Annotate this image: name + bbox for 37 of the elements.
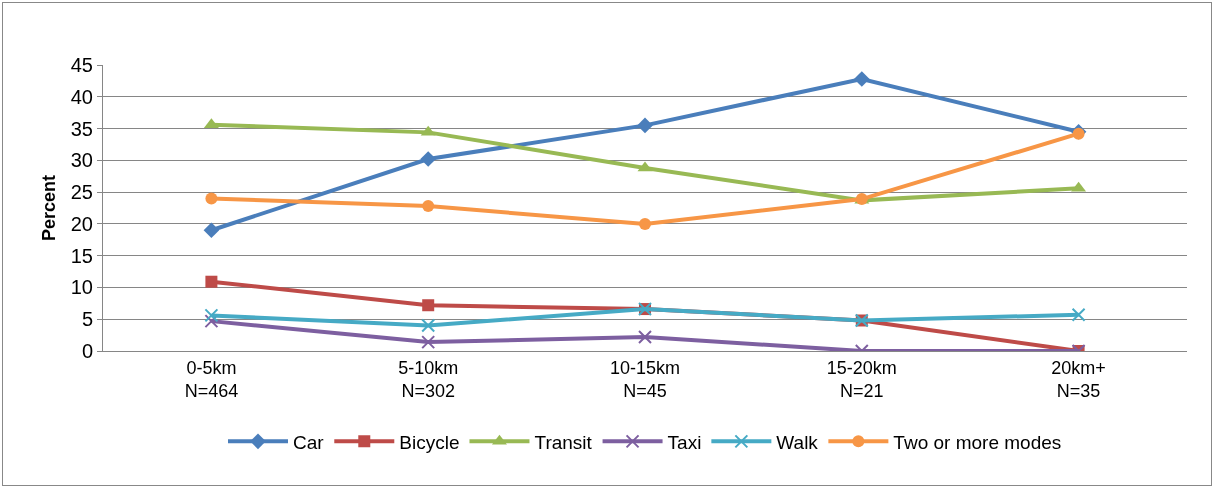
y-tick-label: 30: [70, 149, 93, 172]
legend-label: Taxi: [667, 431, 702, 453]
point: [203, 222, 220, 239]
y-tick-label: 45: [70, 54, 93, 76]
point: [422, 299, 435, 312]
y-tick-label: 0: [81, 340, 93, 362]
point: [204, 308, 219, 323]
legend-label: Car: [293, 431, 325, 453]
y-tick-label: 40: [70, 85, 93, 108]
y-tick-label: 5: [81, 308, 93, 331]
y-tick-label: 10: [70, 276, 93, 299]
point: [421, 318, 436, 333]
x-tick-label: 10-15km N=45: [609, 357, 681, 401]
point: [1072, 127, 1085, 140]
y-tick-label: 25: [70, 181, 93, 204]
y-axis-title: Percent: [38, 174, 59, 242]
point: [639, 217, 651, 230]
point: [205, 275, 218, 288]
point: [854, 71, 870, 87]
point: [638, 330, 652, 345]
x-tick-label: 15-20km N=21: [826, 357, 897, 401]
x-tick-label: 20km+ N=35: [1051, 357, 1106, 401]
point: [1071, 307, 1086, 322]
x-tick-label: 5-10km N=302: [398, 357, 459, 401]
point: [205, 192, 218, 205]
y-tick-label: 35: [70, 117, 93, 140]
point: [637, 117, 653, 134]
point: [421, 335, 436, 350]
legend-label: Two or more modes: [893, 431, 1062, 453]
legend-label: Transit: [534, 431, 593, 453]
y-tick-label: 15: [70, 244, 93, 267]
point: [422, 200, 435, 213]
legend-label: Bicycle: [399, 431, 460, 453]
y-tick-label: 20: [70, 212, 93, 235]
point: [420, 151, 436, 167]
x-tick-label: 0-5km N=464: [184, 357, 239, 401]
legend-label: Walk: [776, 431, 819, 453]
